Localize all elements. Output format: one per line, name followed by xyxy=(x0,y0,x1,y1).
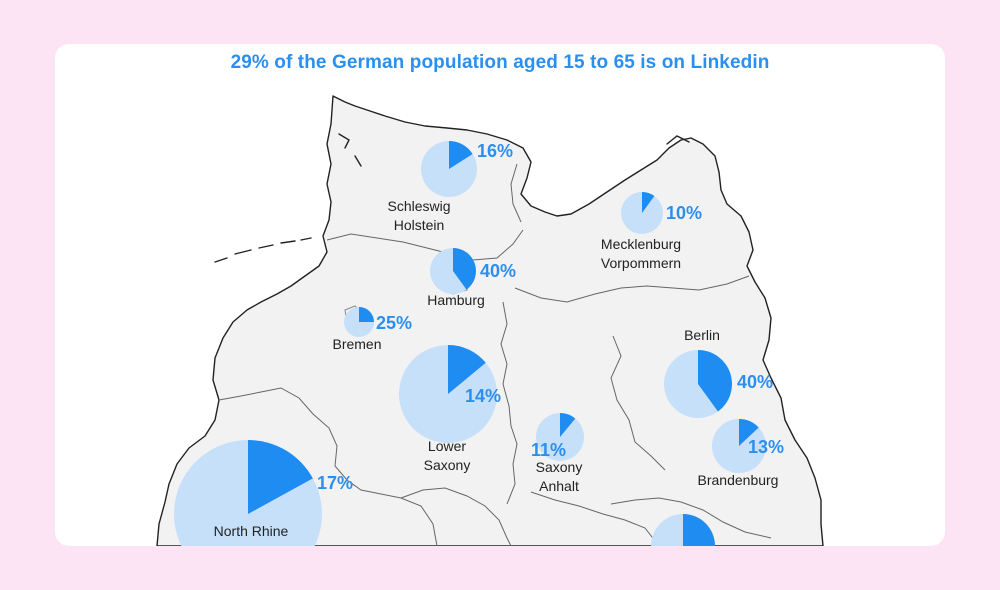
pie-slice-berlin xyxy=(698,350,733,412)
pie-slice-mecklenburg xyxy=(642,192,655,213)
island xyxy=(338,133,350,149)
border-ni-hessen xyxy=(400,487,512,546)
map-title: 29% of the German population aged 15 to … xyxy=(230,52,770,73)
germany-map: 16% Schleswig Holstein 10% Mecklenburg Vorpom… xyxy=(156,95,824,546)
border-mv-south xyxy=(514,275,750,303)
region-name-line: Anhalt xyxy=(539,478,579,494)
region-name-lower-saxony: Lower Saxony xyxy=(424,438,471,473)
pie-brandenburg xyxy=(712,419,766,473)
region-name-line: Mecklenburg xyxy=(601,236,681,252)
pie-hamburg xyxy=(430,248,477,294)
region-name-berlin: Berlin xyxy=(684,327,720,343)
pie-slice-bremen xyxy=(359,307,374,322)
region-name-line: Hamburg xyxy=(427,292,485,308)
pie-slice-brandenburg xyxy=(739,419,759,446)
percent-label-bremen: 25% xyxy=(376,313,412,333)
region-name-line: Vorpommern xyxy=(601,255,681,271)
border-st-bb xyxy=(610,335,666,471)
border-sh-ni xyxy=(326,229,524,261)
pie-schleswig xyxy=(421,141,477,197)
island xyxy=(666,135,690,145)
pie-charts xyxy=(174,141,766,546)
border-th xyxy=(530,491,660,546)
border-ni-st xyxy=(500,301,518,505)
pie-saxony-anhalt xyxy=(536,413,584,461)
region-name-line: Brandenburg xyxy=(698,472,779,488)
pie-mecklenburg xyxy=(621,192,663,234)
region-name-line: Lower xyxy=(428,438,466,454)
island xyxy=(300,237,312,241)
region-name-north-rhine: North Rhine xyxy=(214,523,289,539)
pie-slice-lower-saxony xyxy=(448,345,486,394)
percent-label-mecklenburg: 10% xyxy=(666,203,702,223)
border-ni-nrw xyxy=(218,387,438,546)
region-name-schleswig: Schleswig Holstein xyxy=(387,198,450,233)
island xyxy=(234,249,252,255)
island xyxy=(280,240,296,244)
percent-label-lower-saxony: 14% xyxy=(465,386,501,406)
region-name-saxony-anhalt: Saxony Anhalt xyxy=(536,459,583,494)
region-name-bremen: Bremen xyxy=(332,336,381,352)
island xyxy=(354,155,362,167)
region-name-line: Holstein xyxy=(394,217,445,233)
region-name-brandenburg: Brandenburg xyxy=(698,472,779,488)
region-name-mecklenburg: Mecklenburg Vorpommern xyxy=(601,236,681,271)
pie-slice-saxony-anhalt xyxy=(560,413,576,437)
region-labels: 16% Schleswig Holstein 10% Mecklenburg Vorpom… xyxy=(214,141,784,539)
percent-label-schleswig: 16% xyxy=(477,141,513,161)
percent-label-brandenburg: 13% xyxy=(748,437,784,457)
region-name-line: North Rhine xyxy=(214,523,289,539)
island xyxy=(258,244,274,249)
percent-label-berlin: 40% xyxy=(737,372,773,392)
region-name-line: Saxony xyxy=(536,459,583,475)
map-card: 29% of the German population aged 15 to … xyxy=(55,44,945,546)
percent-label-north-rhine: 17% xyxy=(317,473,353,493)
pie-slice-hamburg xyxy=(453,248,477,290)
border-sh-mv xyxy=(510,163,522,223)
border-sn xyxy=(610,497,772,539)
island xyxy=(214,257,228,263)
pie-bremen xyxy=(344,307,374,337)
pie-saxony-partial xyxy=(651,514,715,546)
pie-north-rhine xyxy=(174,440,322,546)
pie-slice-north-rhine xyxy=(248,440,313,514)
region-name-line: Bremen xyxy=(332,336,381,352)
state-borders xyxy=(218,163,772,546)
region-name-line: Berlin xyxy=(684,327,720,343)
pie-lower-saxony xyxy=(399,345,497,443)
region-name-line: Saxony xyxy=(424,457,471,473)
pie-berlin xyxy=(664,350,733,418)
percent-label-saxony-anhalt: 11% xyxy=(531,440,566,460)
islands xyxy=(214,133,690,263)
pie-slice-schleswig xyxy=(449,141,473,169)
pie-slice-saxony-partial xyxy=(683,514,715,546)
region-name-hamburg: Hamburg xyxy=(427,292,485,308)
percent-label-hamburg: 40% xyxy=(480,261,516,281)
region-name-line: Schleswig xyxy=(387,198,450,214)
